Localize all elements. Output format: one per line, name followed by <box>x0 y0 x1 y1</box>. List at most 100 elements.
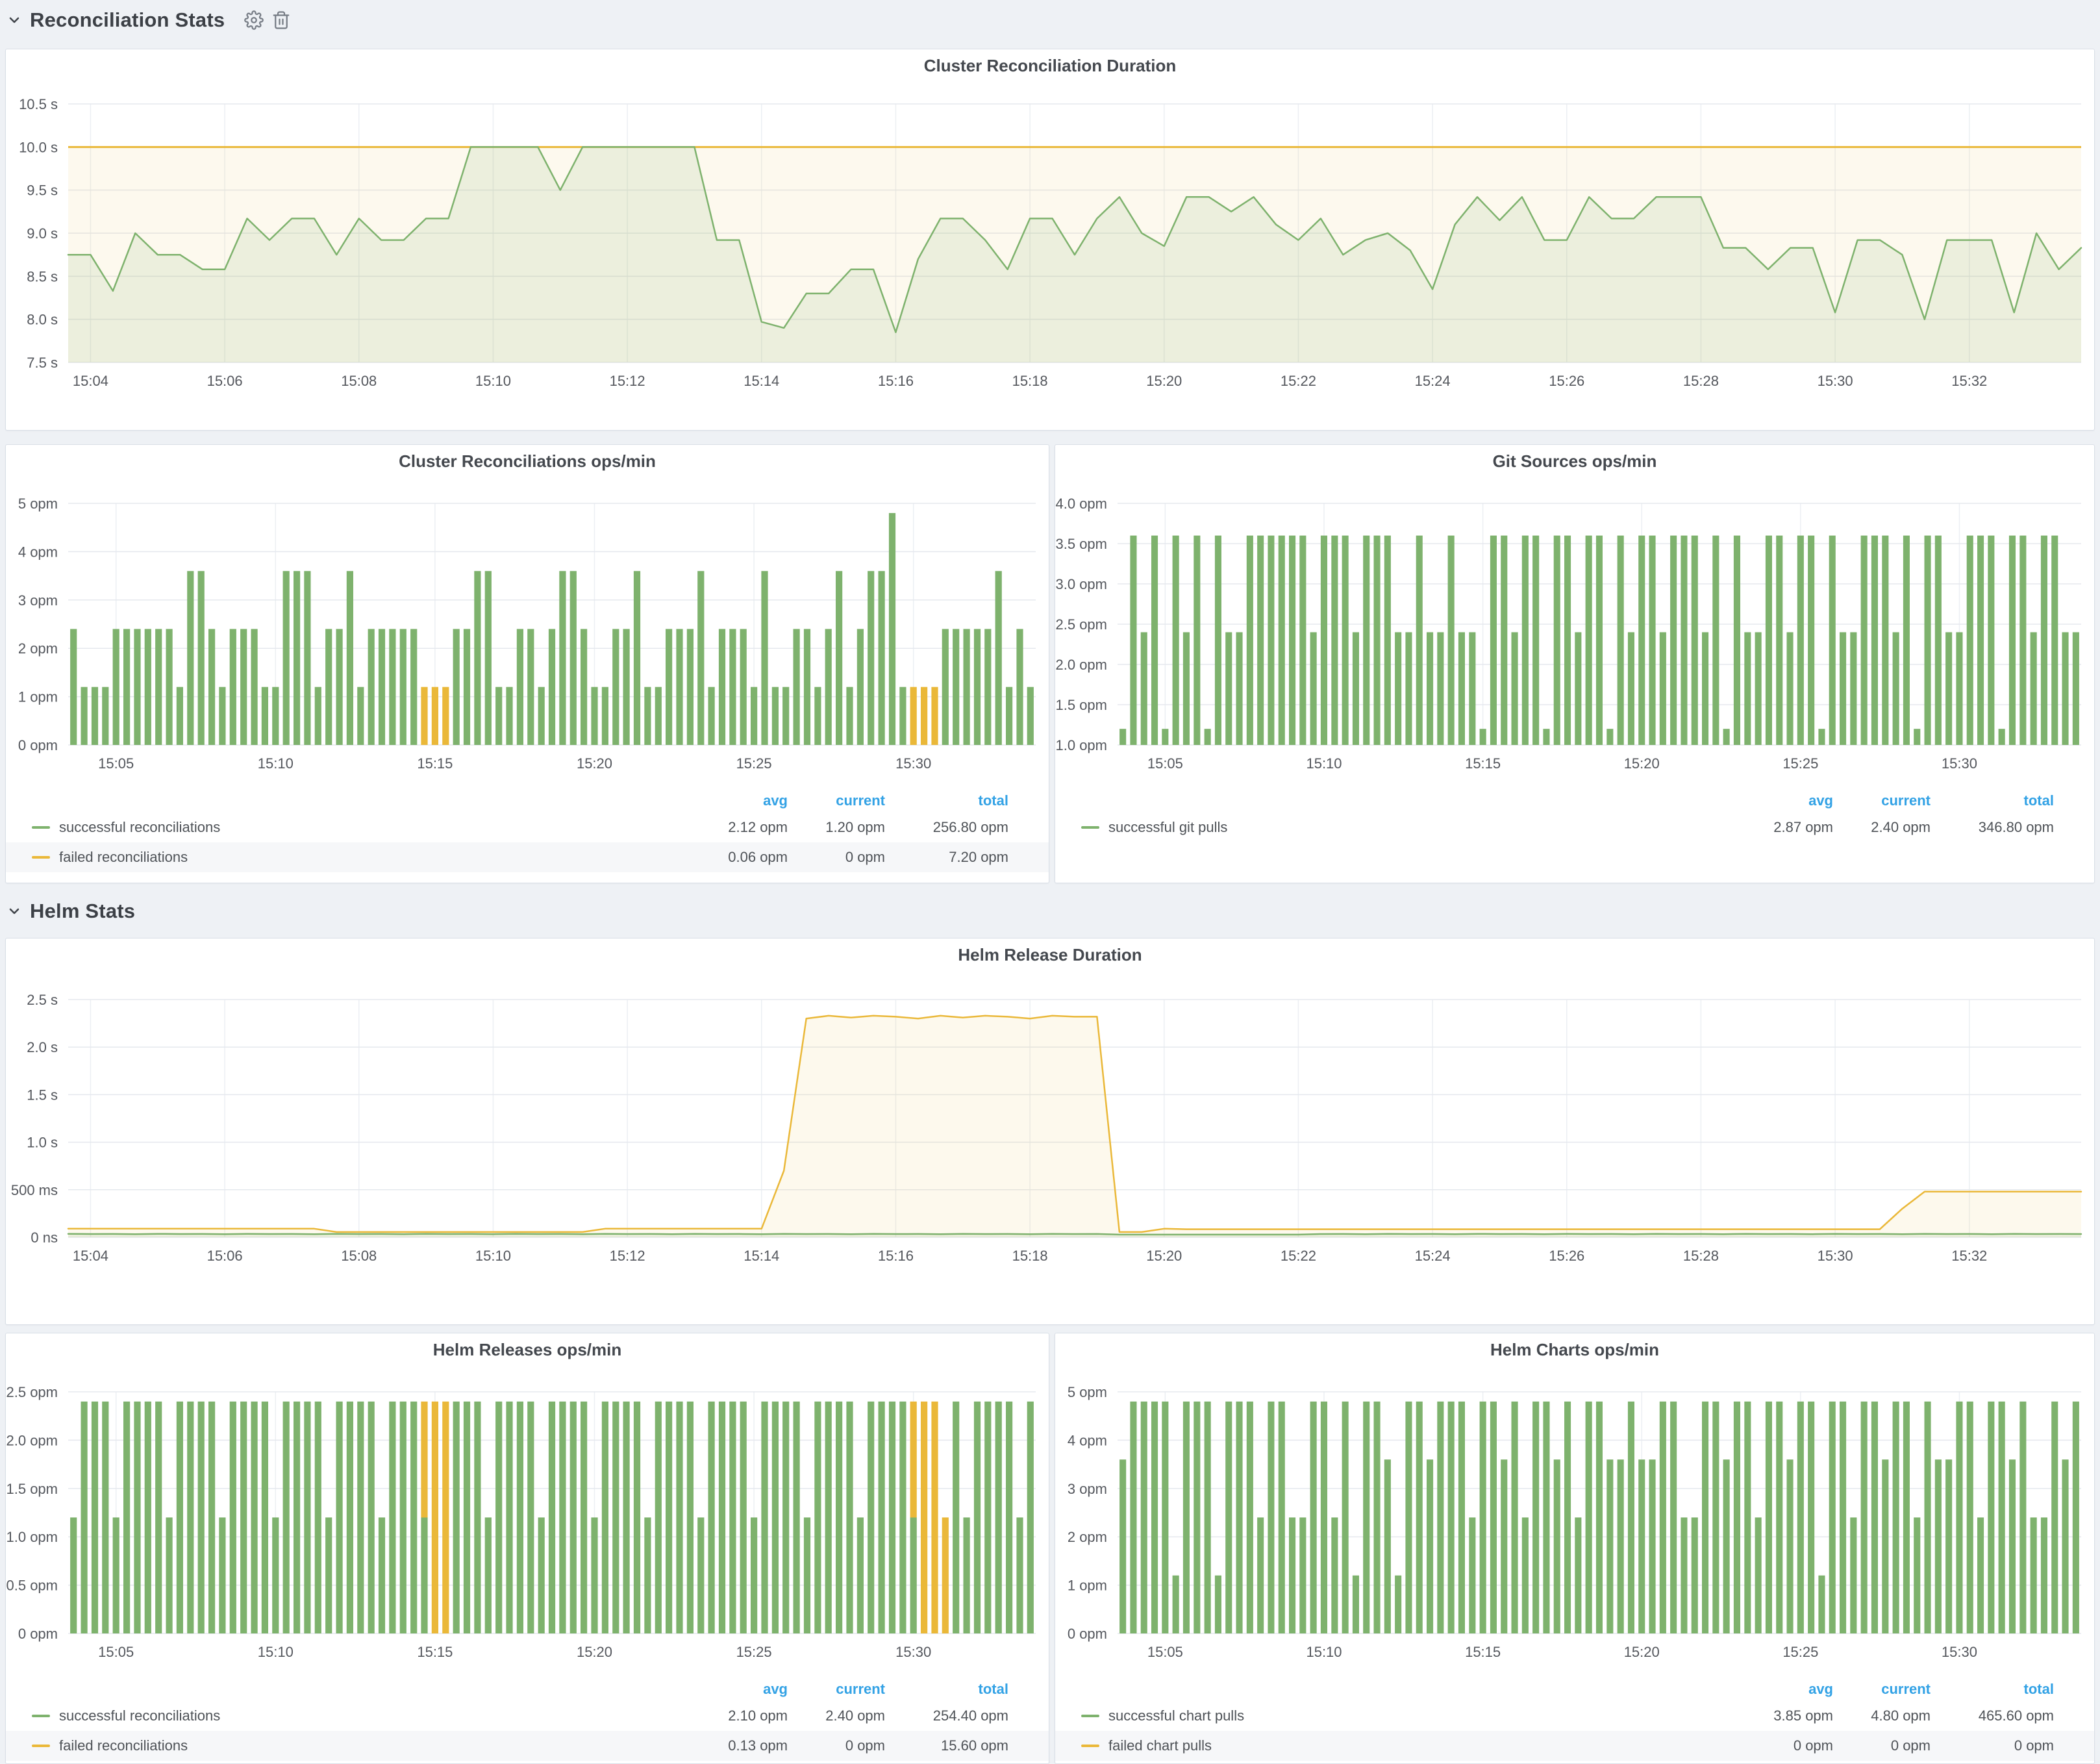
stat-avg: 0 opm <box>1793 1737 1833 1754</box>
legend-col-avg[interactable]: avg <box>1808 1681 1833 1697</box>
series-label[interactable]: successful chart pulls <box>1108 1707 1245 1724</box>
svg-text:15:25: 15:25 <box>736 1644 772 1660</box>
git-sources-opm-chart[interactable]: 15:05 15:10 15:15 15:20 15:25 15:30 1.0 opm 1.5… <box>1055 477 2094 783</box>
stat-total: 15.60 opm <box>941 1737 1008 1754</box>
legend-col-total[interactable]: total <box>2023 792 2054 809</box>
svg-text:15:25: 15:25 <box>1782 1644 1818 1660</box>
helm-charts-opm-chart[interactable]: 15:05 15:10 15:15 15:20 15:25 15:30 0 opm 1 opm… <box>1055 1366 2094 1671</box>
svg-text:15:24: 15:24 <box>1415 373 1451 389</box>
helm-release-duration-chart[interactable]: 15:04 15:06 15:08 15:10 15:12 15:14 15:16 15:18… <box>6 971 2094 1326</box>
svg-text:10.0 s: 10.0 s <box>19 139 58 155</box>
svg-text:0 opm: 0 opm <box>18 1626 58 1642</box>
legend-col-avg[interactable]: avg <box>1808 792 1833 809</box>
svg-text:2.0 opm: 2.0 opm <box>6 1432 58 1448</box>
svg-text:15:20: 15:20 <box>1624 755 1660 772</box>
svg-text:3 opm: 3 opm <box>18 592 58 609</box>
panel-helm-releases-opm: Helm Releases ops/min 15:05 15:10 15:15 15:… <box>5 1333 1049 1764</box>
svg-text:4 opm: 4 opm <box>1068 1432 1107 1448</box>
svg-text:500 ms: 500 ms <box>11 1182 58 1198</box>
legend-col-total[interactable]: total <box>978 1681 1008 1697</box>
helm-releases-opm-chart[interactable]: 15:05 15:10 15:15 15:20 15:25 15:30 0 opm 0.5 o… <box>6 1366 1049 1671</box>
panel-title[interactable]: Cluster Reconciliations ops/min <box>399 451 656 471</box>
svg-text:2.0 s: 2.0 s <box>27 1039 58 1055</box>
series-label[interactable]: failed reconciliations <box>59 849 188 865</box>
svg-text:1 opm: 1 opm <box>18 689 58 705</box>
panel-title[interactable]: Cluster Reconciliation Duration <box>923 55 1177 75</box>
svg-text:2 opm: 2 opm <box>1068 1529 1107 1545</box>
svg-text:15:20: 15:20 <box>1624 1644 1660 1660</box>
svg-text:4 opm: 4 opm <box>18 544 58 560</box>
svg-text:15:32: 15:32 <box>1951 1248 1987 1264</box>
stat-total: 0 opm <box>2014 1737 2054 1754</box>
legend: avg current total successful chart pulls… <box>1055 1678 2094 1761</box>
legend: avg current total successful git pulls 2… <box>1055 789 2094 842</box>
series-swatch-orange <box>32 856 50 859</box>
legend-col-avg[interactable]: avg <box>763 792 788 809</box>
svg-text:15:04: 15:04 <box>73 373 108 389</box>
svg-text:1 opm: 1 opm <box>1068 1578 1107 1594</box>
svg-text:15:30: 15:30 <box>895 1644 931 1660</box>
gear-icon[interactable] <box>244 10 264 30</box>
cluster-reconciliations-opm-chart[interactable]: 15:05 15:10 15:15 15:20 15:25 15:30 0 opm 1 opm… <box>6 477 1049 783</box>
series-label[interactable]: successful reconciliations <box>59 819 221 835</box>
svg-text:15:30: 15:30 <box>1942 1644 1977 1660</box>
legend-col-avg[interactable]: avg <box>763 1681 788 1697</box>
section-title[interactable]: Helm Stats <box>30 900 136 922</box>
series-label[interactable]: failed chart pulls <box>1108 1737 1212 1754</box>
svg-text:0 ns: 0 ns <box>31 1229 58 1246</box>
legend-col-current[interactable]: current <box>1881 792 1931 809</box>
svg-text:9.5 s: 9.5 s <box>27 183 58 199</box>
svg-text:15:22: 15:22 <box>1281 373 1316 389</box>
legend-header: avg current total <box>6 1678 1049 1701</box>
svg-text:15:30: 15:30 <box>1818 373 1853 389</box>
svg-text:15:15: 15:15 <box>1465 1644 1501 1660</box>
legend-col-current[interactable]: current <box>836 1681 885 1697</box>
svg-text:15:32: 15:32 <box>1951 373 1987 389</box>
panel-title[interactable]: Helm Releases ops/min <box>432 1339 622 1359</box>
svg-text:15:18: 15:18 <box>1012 373 1048 389</box>
svg-text:3 opm: 3 opm <box>1068 1481 1107 1497</box>
trash-icon[interactable] <box>271 10 291 30</box>
stat-avg: 2.12 opm <box>728 819 788 835</box>
svg-text:1.5 opm: 1.5 opm <box>6 1481 58 1497</box>
legend-col-current[interactable]: current <box>836 792 885 809</box>
stat-total: 465.60 opm <box>1978 1707 2054 1724</box>
svg-text:15:05: 15:05 <box>98 1644 134 1660</box>
panel-title[interactable]: Helm Charts ops/min <box>1490 1339 1660 1359</box>
legend-col-total[interactable]: total <box>2023 1681 2054 1697</box>
chevron-down-icon[interactable] <box>6 903 22 919</box>
section-header-helm-stats: Helm Stats <box>6 891 135 931</box>
panel-title[interactable]: Helm Release Duration <box>958 944 1142 964</box>
legend-col-total[interactable]: total <box>978 792 1008 809</box>
series-swatch-orange <box>1081 1745 1099 1747</box>
chevron-down-icon[interactable] <box>6 12 22 28</box>
legend-row-failed: failed chart pulls 0 opm 0 opm 0 opm <box>1055 1731 2094 1761</box>
legend-col-current[interactable]: current <box>1881 1681 1931 1697</box>
section-title[interactable]: Reconciliation Stats <box>30 8 225 31</box>
svg-text:15:30: 15:30 <box>1818 1248 1853 1264</box>
svg-text:2 opm: 2 opm <box>18 640 58 657</box>
svg-text:3.0 opm: 3.0 opm <box>1056 576 1108 592</box>
stat-current: 0 opm <box>1890 1737 1931 1754</box>
series-label[interactable]: successful reconciliations <box>59 1707 221 1724</box>
svg-text:15:05: 15:05 <box>1147 755 1183 772</box>
cluster-reconciliation-duration-chart[interactable]: 15:04 15:06 15:08 15:10 15:12 15:14 15:16 15:18… <box>6 82 2094 431</box>
svg-text:15:06: 15:06 <box>207 1248 243 1264</box>
svg-text:1.0 s: 1.0 s <box>27 1135 58 1151</box>
panel-title[interactable]: Git Sources ops/min <box>1492 451 1657 471</box>
svg-text:7.5 s: 7.5 s <box>27 355 58 371</box>
panel-cluster-reconciliations-opm: Cluster Reconciliations ops/min 15:05 15:… <box>5 444 1049 883</box>
stat-total: 7.20 opm <box>949 849 1008 865</box>
series-label[interactable]: successful git pulls <box>1108 819 1228 835</box>
series-label[interactable]: failed reconciliations <box>59 1737 188 1754</box>
svg-text:15:30: 15:30 <box>895 755 931 772</box>
svg-text:15:26: 15:26 <box>1549 1248 1584 1264</box>
svg-text:4.0 opm: 4.0 opm <box>1056 496 1108 512</box>
svg-text:15:12: 15:12 <box>610 373 645 389</box>
stat-total: 256.80 opm <box>932 819 1008 835</box>
svg-text:0.5 opm: 0.5 opm <box>6 1578 58 1594</box>
svg-text:15:20: 15:20 <box>577 1644 612 1660</box>
svg-text:1.5 opm: 1.5 opm <box>1056 697 1108 713</box>
stat-avg: 0.06 opm <box>728 849 788 865</box>
